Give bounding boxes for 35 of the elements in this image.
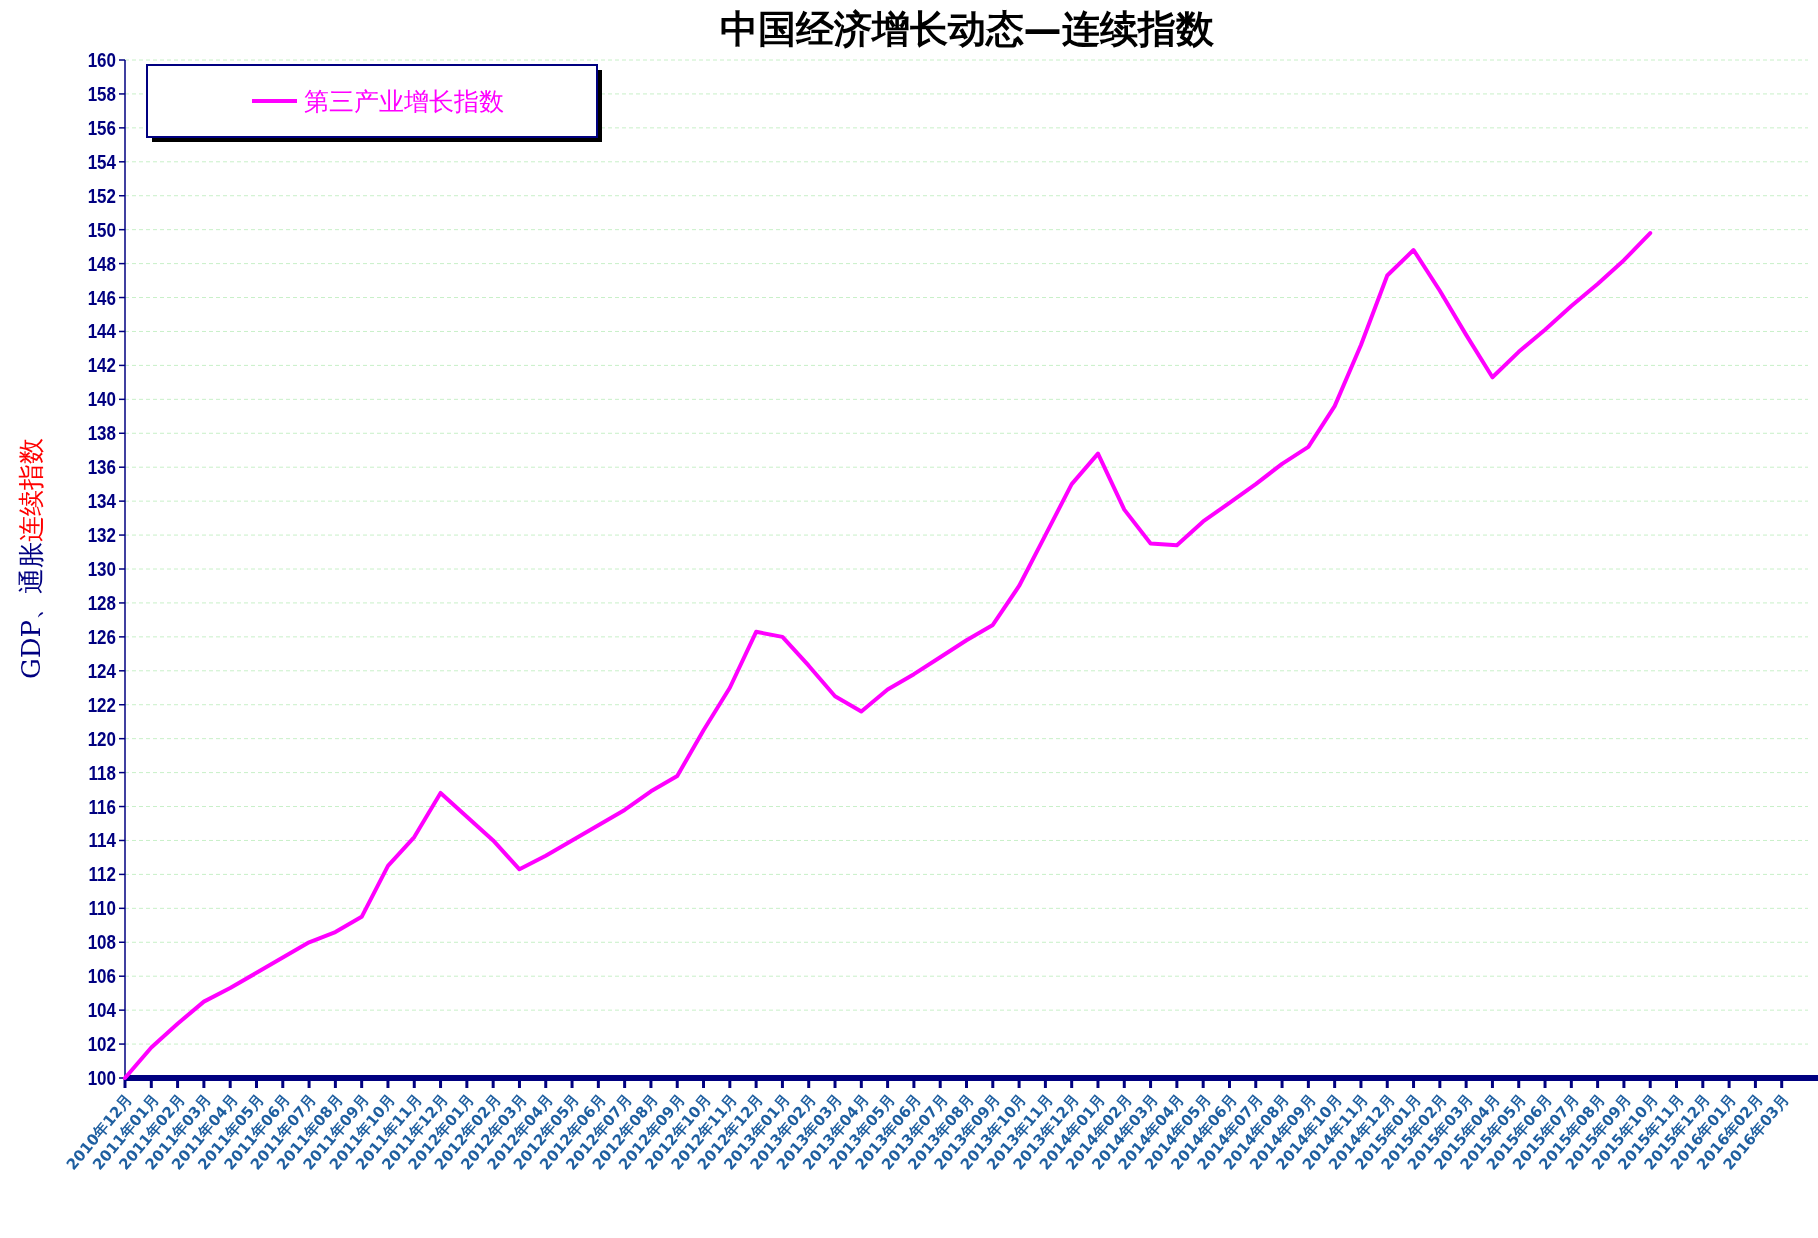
y-tick-label: 136 [87,455,116,479]
y-tick-label: 140 [87,388,116,411]
y-tick-label: 110 [88,897,116,920]
legend-label: 第三产业增长指数 [304,87,504,116]
y-tick-label: 112 [88,863,116,886]
y-tick-label: 160 [87,48,116,72]
y-tick-label: 126 [87,625,116,649]
y-tick-label: 122 [87,693,116,717]
y-tick-label: 138 [87,421,116,445]
y-tick-label: 108 [87,930,116,954]
chart-title: 中国经济增长动态—连续指数 [719,7,1215,51]
y-tick-label: 104 [87,998,117,1022]
y-tick-label: 116 [88,795,116,818]
y-tick-label: 100 [87,1066,116,1090]
y-tick-label: 130 [87,557,116,581]
y-tick-label: 154 [87,150,117,174]
y-tick-label: 158 [87,82,116,106]
y-axis-title: GDP、通胀连续指数 [16,437,46,679]
y-tick-label: 156 [87,116,116,140]
y-tick-label: 134 [87,489,117,513]
y-tick-label: 148 [87,252,116,275]
y-tick-label: 118 [88,761,116,784]
y-tick-label: 144 [87,320,117,343]
y-tick-label: 102 [87,1032,116,1056]
y-tick-label: 114 [88,829,117,852]
y-tick-label: 146 [87,286,116,309]
y-tick-label: 120 [87,727,116,750]
y-tick-label: 128 [87,591,116,615]
y-tick-label: 124 [87,659,117,683]
y-tick-label: 106 [87,964,116,988]
y-tick-label: 150 [87,218,116,241]
y-tick-label: 132 [87,523,116,547]
y-tick-label: 142 [87,354,116,377]
y-tick-label: 152 [87,184,116,208]
line-series [123,231,1653,1080]
